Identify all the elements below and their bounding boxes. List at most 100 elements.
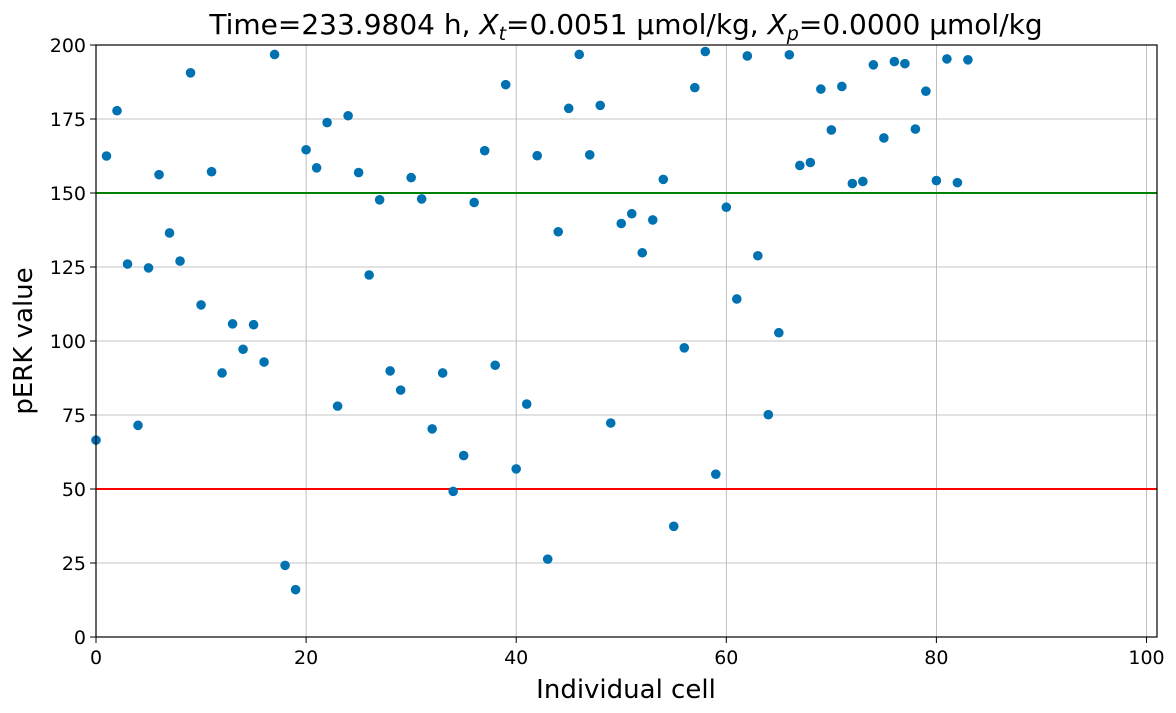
data-point [259, 357, 269, 367]
data-point [553, 226, 564, 237]
data-point [563, 103, 574, 114]
data-point [668, 521, 679, 532]
data-point [206, 166, 217, 177]
y-tick-label: 100 [50, 331, 86, 353]
y-tick-label: 175 [50, 109, 86, 131]
data-point [784, 49, 795, 60]
data-point [364, 270, 374, 280]
title-xp-var: X [766, 8, 788, 41]
data-point [469, 197, 479, 208]
data-point [248, 319, 259, 330]
data-point [458, 450, 469, 461]
data-point [406, 172, 416, 183]
data-point [647, 215, 658, 225]
data-point [858, 176, 868, 187]
y-tick-label: 150 [50, 183, 86, 205]
data-point [196, 300, 206, 310]
data-point [763, 409, 774, 420]
data-point [795, 160, 805, 171]
data-point [637, 247, 648, 258]
data-point [395, 385, 406, 395]
title-xt-value: =0.0051 µmol/kg, [506, 8, 768, 41]
data-point [931, 175, 942, 186]
data-point [584, 150, 595, 160]
data-point [942, 54, 952, 64]
title-prefix: Time=233.9804 h, [208, 8, 479, 41]
data-point [605, 418, 616, 428]
data-point [847, 178, 858, 189]
data-point [374, 195, 385, 205]
axis-ticks: 0 20 40 60 80 100 0 25 50 75 100 125 150 175 200 [50, 35, 1165, 669]
x-tick-label: 80 [924, 647, 948, 669]
grid [95, 44, 1157, 638]
x-axis-title: Individual cell [536, 675, 716, 705]
data-point [532, 150, 543, 161]
data-point [689, 82, 700, 93]
title-xt-var: X [477, 8, 499, 41]
data-point [301, 144, 311, 155]
data-point [826, 125, 837, 135]
data-point [490, 360, 500, 371]
data-point [879, 133, 889, 143]
data-point [889, 56, 900, 67]
y-tick-label: 0 [74, 627, 86, 649]
reference-lines [96, 192, 1157, 490]
data-point [311, 163, 322, 173]
data-point [322, 117, 332, 128]
data-point [511, 464, 521, 474]
data-point [742, 51, 753, 61]
data-point [479, 145, 490, 156]
data-point [816, 84, 826, 94]
data-point [732, 294, 742, 304]
title-xt-sub: t [499, 23, 508, 45]
x-tick-label: 20 [294, 647, 318, 669]
data-point [910, 124, 921, 134]
x-tick-label: 0 [90, 647, 102, 669]
data-point [626, 208, 637, 219]
data-point [332, 401, 343, 411]
data-point [217, 368, 227, 378]
data-point [353, 167, 364, 178]
data-point [679, 343, 690, 353]
data-point [952, 177, 963, 188]
data-point [238, 344, 248, 355]
data-point [616, 218, 627, 229]
y-tick-label: 50 [62, 479, 86, 501]
data-point [427, 424, 437, 434]
data-point [868, 60, 879, 70]
y-tick-label: 200 [50, 35, 86, 57]
data-point [437, 368, 448, 378]
data-point [175, 256, 185, 266]
data-point [710, 469, 721, 480]
data-point [500, 79, 511, 90]
data-point [448, 486, 458, 497]
data-point [133, 420, 143, 431]
title-xp-value: =0.0000 µmol/kg [799, 8, 1043, 41]
data-point [385, 366, 395, 376]
data-point [343, 110, 353, 121]
data-points [91, 46, 973, 595]
x-tick-label: 40 [504, 647, 528, 669]
data-point [227, 319, 238, 329]
data-point [700, 46, 711, 57]
y-tick-label: 125 [50, 257, 86, 279]
title-xp-sub: p [786, 23, 799, 45]
data-point [185, 68, 196, 78]
data-point [112, 105, 122, 116]
x-tick-label: 100 [1128, 647, 1164, 669]
data-point [658, 174, 669, 185]
data-point [154, 169, 164, 180]
data-point [521, 399, 532, 409]
data-point [164, 228, 175, 238]
data-point [101, 151, 112, 161]
data-point [280, 560, 290, 571]
data-point [122, 259, 133, 269]
data-point [574, 49, 585, 60]
data-point [837, 81, 847, 92]
data-point [963, 55, 973, 65]
data-point [143, 263, 154, 273]
data-point [774, 327, 784, 338]
data-point [721, 202, 732, 213]
data-point [805, 157, 816, 168]
